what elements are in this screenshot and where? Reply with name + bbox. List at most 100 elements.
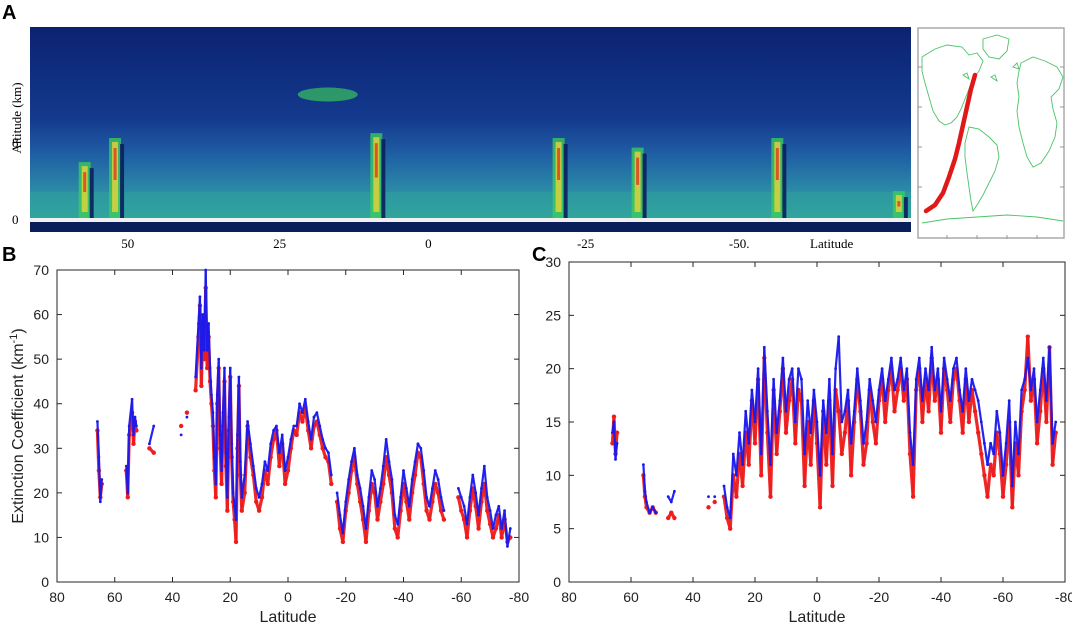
series-segment — [483, 465, 489, 499]
series-segment — [819, 399, 825, 477]
x-tick-label: 80 — [49, 589, 65, 605]
x-tick-label: 80 — [561, 589, 577, 605]
data-point — [100, 478, 104, 481]
series-segment — [439, 496, 446, 512]
series-segment — [232, 491, 236, 508]
series-segment — [427, 500, 434, 522]
data-point — [706, 505, 711, 510]
series-segment — [375, 500, 382, 522]
curtain-xtick-label: -50. — [728, 236, 750, 251]
x-tick-label: -20 — [869, 589, 889, 605]
cloud-feature — [631, 147, 647, 218]
series-segment — [986, 442, 992, 466]
series-segment — [310, 415, 316, 441]
data-point — [707, 495, 710, 499]
coast-antarctica — [921, 214, 1064, 224]
series-segment — [797, 367, 803, 381]
x-tick-label: 0 — [813, 589, 821, 605]
series-segment — [763, 346, 769, 413]
series-segment — [370, 469, 376, 481]
series-segment — [772, 378, 778, 434]
series-segment — [884, 378, 890, 402]
series-segment — [396, 496, 402, 526]
series-segment — [977, 399, 983, 424]
data-point — [614, 430, 620, 435]
series-segment — [793, 388, 800, 445]
series-segment — [211, 411, 216, 459]
series-segment — [645, 500, 651, 514]
series-segment — [735, 431, 741, 477]
series-segment — [471, 473, 477, 494]
series-segment — [961, 367, 967, 413]
data-point — [441, 517, 447, 522]
boundary-layer — [30, 192, 911, 222]
y-tick-label: 50 — [33, 351, 49, 367]
series-segment — [803, 399, 809, 456]
series-segment — [133, 415, 138, 428]
series-segment — [379, 465, 385, 490]
cloud-feature — [771, 137, 787, 218]
series-segment — [384, 455, 391, 477]
y-tick-label: 15 — [545, 414, 561, 430]
series-segment — [347, 468, 354, 495]
series-segment — [1051, 420, 1057, 445]
series-segment — [985, 463, 993, 499]
y-axis-title: Extinction Coefficient (km-1) — [8, 328, 27, 523]
series-segment — [722, 495, 729, 520]
series-segment — [942, 367, 949, 392]
data-point — [135, 424, 138, 428]
series-segment — [431, 469, 437, 490]
series-segment — [252, 465, 258, 490]
series-segment — [257, 495, 264, 513]
panel-letter-c: C — [532, 244, 547, 266]
curtain-ylabel: Altitude (km) — [9, 82, 24, 154]
series-segment — [794, 367, 800, 424]
series-segment — [485, 509, 492, 526]
series-segment — [861, 441, 869, 467]
series-segment — [995, 431, 1002, 456]
series-segment — [868, 388, 875, 424]
series-segment — [367, 482, 374, 513]
series-segment — [396, 509, 403, 540]
series-segment — [96, 420, 100, 459]
curtain-ytick-label: 0 — [12, 212, 19, 227]
series-segment — [930, 346, 936, 392]
cloud-feature — [370, 133, 386, 218]
series-segment — [266, 455, 273, 486]
series-segment — [318, 424, 324, 441]
series-segment — [1008, 399, 1014, 488]
series-segment — [471, 486, 478, 508]
series-segment — [378, 482, 385, 504]
series-segment — [486, 496, 492, 512]
series-segment — [243, 420, 249, 477]
series-segment — [729, 452, 735, 520]
series-segment — [456, 495, 463, 513]
data-point — [442, 509, 446, 513]
series-segment — [309, 424, 316, 450]
series-segment — [434, 469, 440, 481]
series-segment — [364, 496, 370, 530]
series-segment — [722, 484, 729, 509]
series-segment — [964, 367, 970, 402]
series-segment — [407, 491, 414, 522]
data-point — [329, 481, 334, 487]
series-segment — [437, 478, 443, 499]
series-segment — [315, 419, 322, 437]
series-segment — [387, 473, 394, 495]
x-tick-label: 40 — [165, 589, 181, 605]
series-segment — [237, 375, 242, 463]
series-segment — [918, 356, 924, 402]
ground-track-line — [923, 72, 978, 214]
data-point — [672, 515, 677, 521]
series-segment — [286, 438, 292, 459]
data-point — [654, 511, 658, 515]
series-segment — [881, 367, 887, 402]
x-tick-label: 0 — [284, 589, 292, 605]
series-segment — [460, 496, 466, 508]
x-tick-label: 40 — [685, 589, 701, 605]
series-segment — [883, 388, 890, 424]
series-segment — [775, 399, 781, 434]
data-point — [712, 499, 717, 505]
series-segment — [304, 398, 310, 423]
x-tick-label: 60 — [107, 589, 123, 605]
